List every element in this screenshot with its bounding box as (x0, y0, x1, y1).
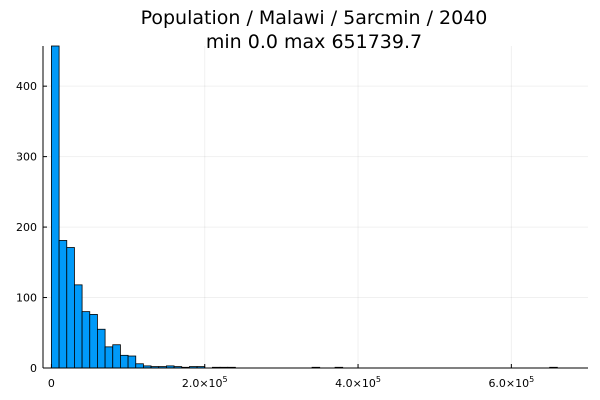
x-tick-label-3: 6.0×105 (488, 375, 534, 390)
bar-3 (74, 284, 83, 369)
bar-11 (135, 363, 144, 369)
x-tick-label-2: 4.0×105 (335, 375, 381, 390)
x-tick-label-1: 2.0×105 (182, 375, 228, 390)
bar-0 (51, 45, 60, 369)
y-tick-label-1: 100 (16, 292, 37, 305)
y-tick-label-2: 200 (16, 221, 37, 234)
histogram-bars (51, 45, 558, 369)
bar-7 (104, 346, 114, 369)
bar-10 (127, 355, 137, 369)
bar-2 (66, 247, 75, 369)
bar-1 (58, 240, 68, 369)
axes (42, 46, 588, 369)
grid-lines (43, 46, 588, 369)
x-tick-label-0: 0 (48, 377, 55, 390)
y-tick-label-4: 400 (16, 80, 37, 93)
y-axis-ticks: 0 100 200 300 400 (16, 80, 47, 375)
bar-9 (120, 354, 129, 369)
x-axis-ticks: 0 2.0×105 4.0×105 6.0×105 (48, 364, 534, 390)
bar-8 (112, 344, 121, 369)
chart-subtitle: min 0.0 max 651739.7 (206, 31, 422, 53)
bar-5 (89, 314, 98, 369)
bar-4 (81, 311, 91, 369)
y-tick-label-0: 0 (30, 362, 37, 375)
bar-6 (97, 328, 106, 369)
chart-title: Population / Malawi / 5arcmin / 2040 (141, 7, 488, 29)
y-tick-label-3: 300 (16, 151, 37, 164)
